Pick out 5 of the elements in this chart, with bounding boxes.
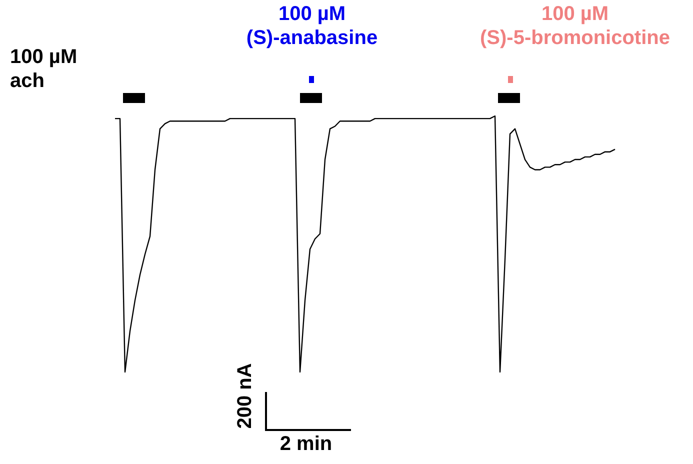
text: 100 µM ach: [10, 46, 78, 92]
annotation: 200 nA: [234, 363, 256, 429]
text: 100 µM (S)-anabasine: [246, 3, 378, 49]
text: 2 min: [280, 433, 332, 455]
text: 100 µM (S)-5-bromonicotine: [480, 3, 670, 49]
